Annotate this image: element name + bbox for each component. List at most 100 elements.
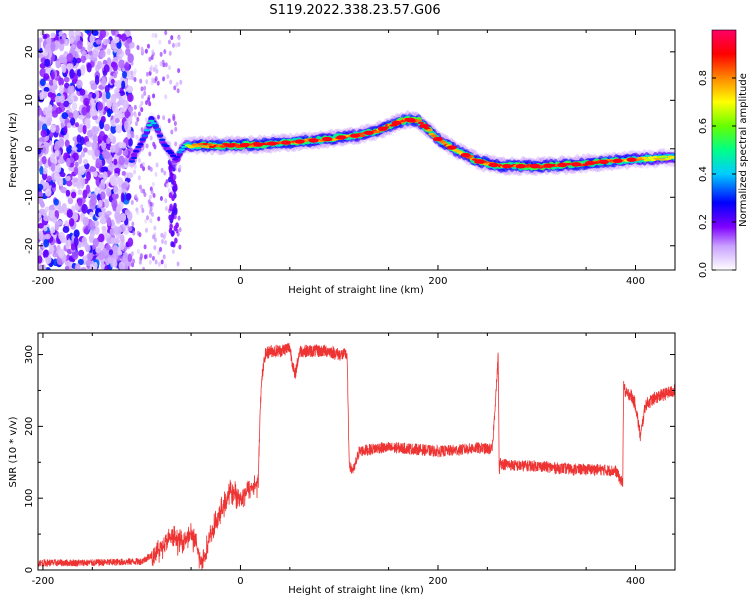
heatmap-noise-cell <box>145 71 149 77</box>
heatmap-ridge-peak <box>571 162 582 167</box>
heatmap-ridge-peak <box>598 159 609 165</box>
heatmap-ridge-cell <box>169 154 177 157</box>
heatmap-noise-cell <box>82 124 87 135</box>
heatmap-noise-cell <box>177 41 181 47</box>
heatmap-noise-cell <box>133 76 137 82</box>
heatmap-noise-cell <box>79 136 85 146</box>
heatmap-noise-cell <box>116 204 122 213</box>
heatmap-ridge-cell <box>141 134 149 137</box>
heatmap-noise-cell <box>128 41 135 49</box>
heatmap-noise-cell <box>136 248 140 254</box>
heatmap-noise-cell <box>119 242 125 251</box>
heatmap-noise-cell <box>63 126 68 135</box>
heatmap-noise-cell <box>144 48 148 54</box>
heatmap-noise-cell <box>160 167 164 173</box>
heatmap-noise-cell <box>113 250 119 260</box>
heatmap-noise-cell <box>44 233 51 240</box>
x-tick-label: 200 <box>428 576 447 587</box>
heatmap-noise-cell <box>153 225 157 231</box>
heatmap-noise-cell <box>75 34 81 42</box>
heatmap-noise-cell <box>112 259 118 268</box>
heatmap-noise-cell <box>74 161 79 168</box>
heatmap-noise-cell <box>144 117 148 123</box>
heatmap-noise-cell <box>64 220 69 228</box>
heatmap-noise-cell <box>64 260 71 267</box>
heatmap-noise-cell <box>148 253 152 259</box>
heatmap-noise-cell <box>151 181 155 187</box>
heatmap-ridge-cell <box>128 160 136 163</box>
heatmap-noise-cell <box>43 91 48 97</box>
heatmap-noise-cell <box>108 249 114 256</box>
heatmap-noise-cell <box>110 39 116 50</box>
heatmap-ridge-peak <box>488 162 499 167</box>
heatmap-noise-cell <box>58 77 65 86</box>
heatmap-noise-cell <box>84 118 91 126</box>
heatmap-noise-cell <box>101 225 107 232</box>
heatmap-noise-cell <box>94 74 100 85</box>
heatmap-noise-cell <box>91 110 99 116</box>
heatmap-noise-cell <box>174 237 178 244</box>
heatmap-ridge-cell <box>219 145 227 148</box>
heatmap-noise-cell <box>74 122 80 128</box>
heatmap-noise-cell <box>67 197 74 205</box>
heatmap-noise-cell <box>126 131 131 140</box>
heatmap-noise-cell <box>124 62 130 71</box>
heatmap-noise-cell <box>159 61 163 67</box>
heatmap-noise-cell <box>130 60 134 66</box>
heatmap-noise-cell <box>124 159 129 165</box>
heatmap-noise-cell <box>66 122 72 129</box>
heatmap-noise-cell <box>126 37 133 44</box>
heatmap-noise-cell <box>82 158 89 165</box>
heatmap-noise-cell <box>121 80 126 90</box>
heatmap-noise-cell <box>149 206 153 212</box>
heatmap-noise-cell <box>60 172 66 178</box>
heatmap-noise-cell <box>146 43 150 49</box>
heatmap-noise-cell <box>107 111 112 118</box>
heatmap-noise-cell <box>167 65 171 71</box>
heatmap-noise-cell <box>92 238 99 248</box>
x-tick-label: -200 <box>32 276 55 287</box>
heatmap-noise-cell <box>126 172 134 179</box>
heatmap-noise-cell <box>38 147 42 155</box>
heatmap-noise-cell <box>49 209 55 219</box>
heatmap-ridge-peak <box>460 152 471 158</box>
heatmap-ridge-peak <box>585 160 596 166</box>
spectrogram-ylabel: Frequency (Hz) <box>8 112 19 188</box>
heatmap-ridge-cell <box>374 130 381 134</box>
heatmap-noise-cell <box>71 146 78 152</box>
heatmap-ridge-peak <box>391 120 402 126</box>
heatmap-noise-cell <box>144 218 148 224</box>
heatmap-noise-cell <box>131 133 135 139</box>
heatmap-noise-cell <box>123 120 129 131</box>
heatmap-noise-cell <box>171 42 175 48</box>
heatmap-noise-cell <box>160 259 164 265</box>
heatmap-noise-cell <box>60 186 68 194</box>
heatmap-noise-cell <box>66 180 73 187</box>
heatmap-ridge-peak <box>529 164 540 169</box>
heatmap-ridge-cell <box>159 138 166 141</box>
heatmap-noise-cell <box>68 112 74 119</box>
heatmap-noise-cell <box>66 208 73 218</box>
heatmap-noise-cell <box>164 62 168 68</box>
heatmap-noise-cell <box>39 165 44 175</box>
heatmap-noise-cell <box>90 220 96 231</box>
heatmap-noise-cell <box>172 174 177 181</box>
heatmap-noise-cell <box>87 44 93 52</box>
heatmap-noise-cell <box>149 166 153 172</box>
heatmap-noise-cell <box>128 115 133 122</box>
heatmap-noise-cell <box>40 129 48 138</box>
spectrogram-frame <box>37 29 676 271</box>
snr-axes: -200 0 200 400 0 100 200 300 <box>24 333 675 587</box>
heatmap-noise-cell <box>127 137 133 147</box>
y-tick-label: 0 <box>24 146 35 152</box>
heatmap-noise-cell <box>150 211 154 217</box>
heatmap-noise-cell <box>72 110 80 119</box>
heatmap-noise-cell <box>164 206 168 212</box>
heatmap-noise-cell <box>59 38 65 45</box>
heatmap-noise-cell <box>157 261 161 267</box>
heatmap-ridge-peak <box>239 143 250 148</box>
heatmap-noise-cell <box>63 100 70 108</box>
heatmap-noise-cell <box>118 261 125 270</box>
heatmap-noise-cell <box>139 252 143 258</box>
